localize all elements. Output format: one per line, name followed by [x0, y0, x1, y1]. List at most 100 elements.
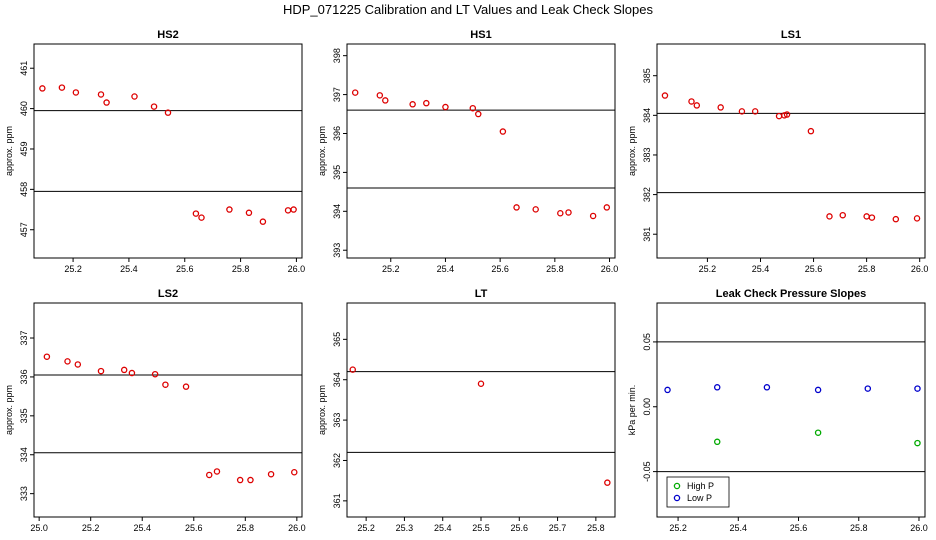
panel-lt: LT 25.2 25.3 25.4 25.5 25.6 25.7 25.8 361 362 363 3…: [317, 288, 616, 533]
x-tick-label: 25.2: [82, 523, 100, 533]
x-tick-label: 25.6: [511, 523, 529, 533]
x-tick-label: 25.8: [858, 264, 876, 274]
chart-panels: HS2 25.2 25.4 25.6 25.8 26.0 457 458 459 460 461 ap…: [4, 29, 928, 533]
x-tick-label: 25.7: [549, 523, 567, 533]
data-point: [469, 104, 477, 112]
panel-hs1: HS1 25.2 25.4 25.6 25.8 26.0 393 394 395 396 397 39…: [317, 29, 618, 274]
x-tick-label: 25.8: [850, 523, 868, 533]
y-tick-label: 383: [642, 147, 652, 162]
y-tick-label: 397: [332, 87, 342, 102]
data-point: [913, 215, 921, 222]
panel-title: HS1: [470, 29, 491, 41]
x-tick-label: 25.4: [120, 264, 138, 274]
data-point: [103, 99, 110, 106]
data-point: [291, 469, 298, 476]
data-point: [763, 384, 771, 391]
data-point: [43, 353, 51, 360]
y-tick-label: 361: [332, 493, 342, 508]
x-tick-label: 25.3: [396, 523, 414, 533]
y-axis-label: kPa per min.: [627, 385, 637, 436]
data-point: [863, 213, 870, 220]
legend-entry: High P: [687, 481, 714, 491]
data-point: [128, 369, 136, 377]
y-tick-label: 461: [19, 61, 29, 76]
x-tick-label: 25.8: [232, 264, 250, 274]
data-point: [738, 108, 746, 115]
y-tick-label: 365: [332, 332, 342, 347]
x-tick-label: 26.0: [601, 264, 619, 274]
data-point: [120, 366, 128, 374]
data-point: [914, 385, 921, 392]
data-point: [39, 85, 46, 92]
x-tick-label: 25.6: [176, 264, 194, 274]
x-tick-label: 26.0: [288, 264, 306, 274]
x-tick-label: 25.4: [434, 523, 452, 533]
data-point: [351, 89, 359, 96]
x-tick-label: 25.4: [730, 523, 748, 533]
data-point: [661, 92, 669, 99]
data-point: [713, 438, 721, 446]
x-tick-label: 25.2: [64, 264, 82, 274]
y-tick-label: 334: [19, 447, 29, 462]
plot-frame: [33, 302, 303, 518]
x-tick-label: 25.5: [472, 523, 490, 533]
plot-frame: [33, 43, 303, 259]
y-tick-label: 364: [332, 372, 342, 387]
data-point: [267, 470, 275, 478]
y-tick-label: 0.05: [642, 333, 652, 351]
data-point: [717, 104, 724, 111]
data-point: [164, 109, 172, 116]
data-point: [198, 214, 205, 221]
panel-leak: Leak Check Pressure Slopes 25.2 25.4 25.6 25…: [627, 288, 928, 533]
data-point: [97, 91, 105, 98]
x-tick-label: 25.6: [805, 264, 823, 274]
figure-title: HDP_071225 Calibration and LT Values and…: [283, 2, 654, 17]
x-tick-label: 25.2: [357, 523, 375, 533]
panel-title: Leak Check Pressure Slopes: [716, 288, 866, 300]
data-point: [58, 84, 66, 91]
panel-title: LS1: [781, 29, 801, 41]
data-point: [693, 102, 701, 109]
panel-ls2: LS2 25.0 25.2 25.4 25.6 25.8 26.0 333 334 335 336 3…: [4, 288, 306, 533]
data-point: [131, 93, 138, 100]
y-axis-label: approx. ppm: [317, 126, 327, 176]
data-point: [72, 89, 80, 96]
data-point: [826, 213, 833, 220]
data-point: [532, 206, 539, 213]
y-tick-label: 333: [19, 486, 29, 501]
data-point: [475, 110, 482, 118]
x-tick-label: 25.2: [669, 523, 687, 533]
data-point: [97, 367, 105, 375]
x-tick-label: 25.6: [790, 523, 808, 533]
y-axis-label: approx. ppm: [317, 385, 327, 435]
data-point: [499, 128, 507, 135]
x-tick-label: 26.0: [910, 523, 928, 533]
data-point: [64, 358, 71, 365]
legend-entry: Low P: [687, 493, 712, 503]
data-point: [513, 204, 520, 211]
data-point: [247, 476, 254, 484]
y-axis-label: approx. ppm: [627, 126, 637, 176]
panel-title: LS2: [158, 288, 178, 300]
data-point: [226, 206, 233, 213]
y-tick-label: 381: [642, 227, 652, 242]
y-tick-label: 398: [332, 48, 342, 63]
data-point: [477, 380, 485, 388]
data-point: [783, 111, 791, 118]
y-tick-label: 394: [332, 204, 342, 219]
x-tick-label: 25.6: [185, 523, 203, 533]
panel-hs2: HS2 25.2 25.4 25.6 25.8 26.0 457 458 459 460 461 ap…: [4, 29, 305, 274]
data-point: [290, 206, 297, 213]
y-tick-label: -0.05: [642, 461, 652, 482]
data-point: [839, 211, 846, 219]
data-point: [868, 214, 876, 221]
y-tick-label: 393: [332, 243, 342, 258]
x-tick-label: 25.8: [237, 523, 255, 533]
data-point: [589, 212, 597, 220]
data-point: [688, 98, 695, 105]
data-point: [74, 361, 82, 368]
data-point: [382, 97, 389, 104]
data-point: [284, 207, 292, 214]
data-point: [213, 468, 221, 475]
